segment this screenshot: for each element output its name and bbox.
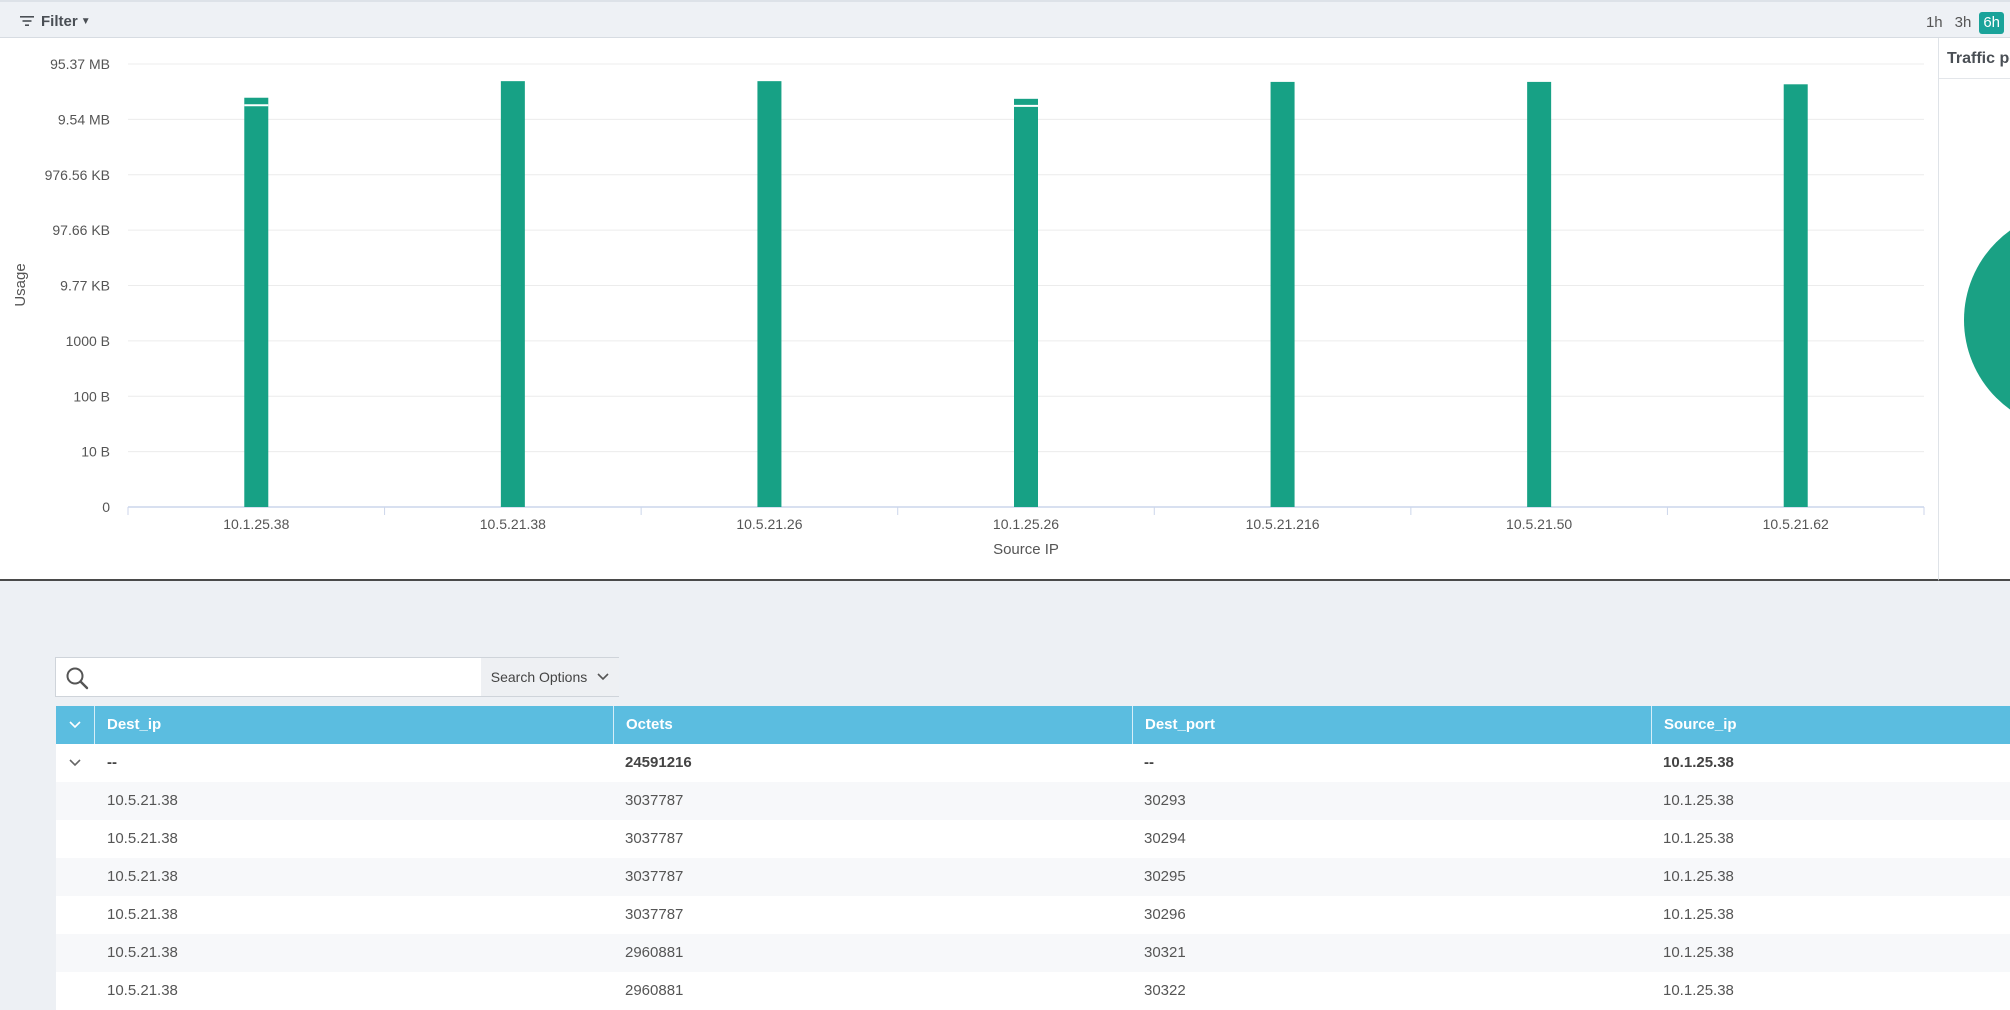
cell-dest-port: 30295 xyxy=(1144,868,1186,885)
cell-dest-ip: 10.5.21.38 xyxy=(107,982,178,999)
bar xyxy=(1270,81,1295,508)
chevron-down-icon xyxy=(69,759,81,767)
group-dest-port: -- xyxy=(1144,754,1154,771)
filter-icon xyxy=(20,16,34,26)
cell-dest-port: 30293 xyxy=(1144,792,1186,809)
bar xyxy=(1014,98,1038,507)
chevron-down-icon xyxy=(597,673,609,681)
divider xyxy=(1939,78,2010,79)
time-range-6h[interactable]: 6h xyxy=(1979,12,2004,34)
cell-octets: 3037787 xyxy=(625,830,684,847)
table-row[interactable]: 10.5.21.38 3037787 30294 10.1.25.38 xyxy=(56,820,2010,858)
cell-octets: 3037787 xyxy=(625,792,684,809)
y-tick-label: 100 B xyxy=(73,388,110,404)
table-body: -- 24591216 -- 10.1.25.38 10.5.21.38 3037… xyxy=(56,744,2010,1010)
cell-source-ip: 10.1.25.38 xyxy=(1663,868,1734,885)
x-axis-title: Source IP xyxy=(993,541,1059,558)
data-rows: 10.5.21.38 3037787 30293 10.1.25.38 10.5.21.… xyxy=(56,782,2010,1010)
y-tick-label: 97.66 KB xyxy=(52,222,110,238)
collapse-all-toggle[interactable] xyxy=(56,706,94,744)
cell-octets: 3037787 xyxy=(625,906,684,923)
x-tick-label: 10.1.25.38 xyxy=(223,516,289,532)
bar xyxy=(1527,81,1552,508)
cell-source-ip: 10.1.25.38 xyxy=(1663,982,1734,999)
bar xyxy=(757,81,782,507)
cell-dest-port: 30296 xyxy=(1144,906,1186,923)
y-axis-title: Usage xyxy=(12,263,29,306)
group-octets: 24591216 xyxy=(625,754,692,771)
search-options-dropdown[interactable]: Search Options xyxy=(481,658,619,696)
column-header-dest-port[interactable]: Dest_port xyxy=(1132,706,1651,744)
search-bar: Search Options xyxy=(55,657,619,697)
y-tick-label: 9.54 MB xyxy=(58,111,110,127)
cell-source-ip: 10.1.25.38 xyxy=(1663,792,1734,809)
y-tick-label: 976.56 KB xyxy=(45,167,110,183)
x-tick-label: 10.5.21.62 xyxy=(1763,516,1829,532)
time-range-3h[interactable]: 3h xyxy=(1954,14,1972,31)
column-header-octets[interactable]: Octets xyxy=(613,706,1132,744)
y-tick-label: 1000 B xyxy=(66,333,110,349)
bar xyxy=(244,97,269,507)
x-tick-label: 10.5.21.26 xyxy=(736,516,802,532)
caret-down-icon: ▼ xyxy=(80,15,91,27)
x-tick-label: 10.5.21.216 xyxy=(1246,516,1320,532)
usage-chart-panel: 95.37 MB 9.54 MB 976.56 KB 97.66 KB 9.77 KB 1… xyxy=(0,38,1938,581)
table-row[interactable]: 10.5.21.38 3037787 30295 10.1.25.38 xyxy=(56,858,2010,896)
x-tick-label: 10.5.21.50 xyxy=(1506,516,1572,532)
flows-table: Dest_ip Octets Dest_port Source_ip -- 24… xyxy=(56,706,2010,1010)
group-source-ip: 10.1.25.38 xyxy=(1663,754,1734,771)
cell-source-ip: 10.1.25.38 xyxy=(1663,830,1734,847)
traffic-side-panel: Traffic per xyxy=(1938,38,2010,581)
filter-button[interactable]: Filter ▼ xyxy=(20,10,91,32)
table-row[interactable]: 10.5.21.38 3037787 30293 10.1.25.38 xyxy=(56,782,2010,820)
traffic-pie-chart[interactable] xyxy=(1964,210,2010,430)
x-tick-label: 10.5.21.38 xyxy=(480,516,546,532)
group-toggle[interactable] xyxy=(56,744,94,782)
table-row[interactable]: 10.5.21.38 2960881 30322 10.1.25.38 xyxy=(56,972,2010,1010)
table-group-row[interactable]: -- 24591216 -- 10.1.25.38 xyxy=(56,744,2010,782)
time-range-1h[interactable]: 1h xyxy=(1925,14,1943,31)
cell-octets: 3037787 xyxy=(625,868,684,885)
y-tick-label: 0 xyxy=(102,499,110,515)
cell-dest-ip: 10.5.21.38 xyxy=(107,868,178,885)
cell-dest-ip: 10.5.21.38 xyxy=(107,830,178,847)
table-row[interactable]: 10.5.21.38 2960881 30321 10.1.25.38 xyxy=(56,934,2010,972)
search-input[interactable] xyxy=(98,662,532,694)
cell-octets: 2960881 xyxy=(625,982,684,999)
column-header-source-ip[interactable]: Source_ip xyxy=(1651,706,2010,744)
cell-dest-port: 30294 xyxy=(1144,830,1186,847)
cell-dest-ip: 10.5.21.38 xyxy=(107,792,178,809)
cell-dest-port: 30322 xyxy=(1144,982,1186,999)
time-range-selector: 1h 3h 6h xyxy=(1922,12,2004,34)
side-panel-title: Traffic per xyxy=(1947,50,2010,67)
cell-source-ip: 10.1.25.38 xyxy=(1663,944,1734,961)
cell-dest-ip: 10.5.21.38 xyxy=(107,906,178,923)
y-tick-label: 10 B xyxy=(81,444,110,460)
y-tick-label: 9.77 KB xyxy=(60,278,110,294)
x-tick-label: 10.1.25.26 xyxy=(993,516,1059,532)
cell-octets: 2960881 xyxy=(625,944,684,961)
y-tick-label: 95.37 MB xyxy=(50,56,110,72)
top-toolbar: Filter ▼ 1h 3h 6h xyxy=(0,0,2010,38)
column-header-dest-ip[interactable]: Dest_ip xyxy=(94,706,613,744)
cell-source-ip: 10.1.25.38 xyxy=(1663,906,1734,923)
cell-dest-ip: 10.5.21.38 xyxy=(107,944,178,961)
usage-bar-chart: 95.37 MB 9.54 MB 976.56 KB 97.66 KB 9.77 KB 1… xyxy=(12,56,1925,558)
search-icon xyxy=(66,667,89,690)
table-row[interactable]: 10.5.21.38 3037787 30296 10.1.25.38 xyxy=(56,896,2010,934)
group-dest-ip: -- xyxy=(107,754,117,771)
bar xyxy=(500,81,525,507)
cell-dest-port: 30321 xyxy=(1144,944,1186,961)
bar xyxy=(1783,84,1808,507)
filter-label: Filter xyxy=(41,12,78,30)
search-options-label: Search Options xyxy=(490,669,588,685)
table-header: Dest_ip Octets Dest_port Source_ip xyxy=(56,706,2010,744)
chevron-down-icon xyxy=(69,721,81,729)
